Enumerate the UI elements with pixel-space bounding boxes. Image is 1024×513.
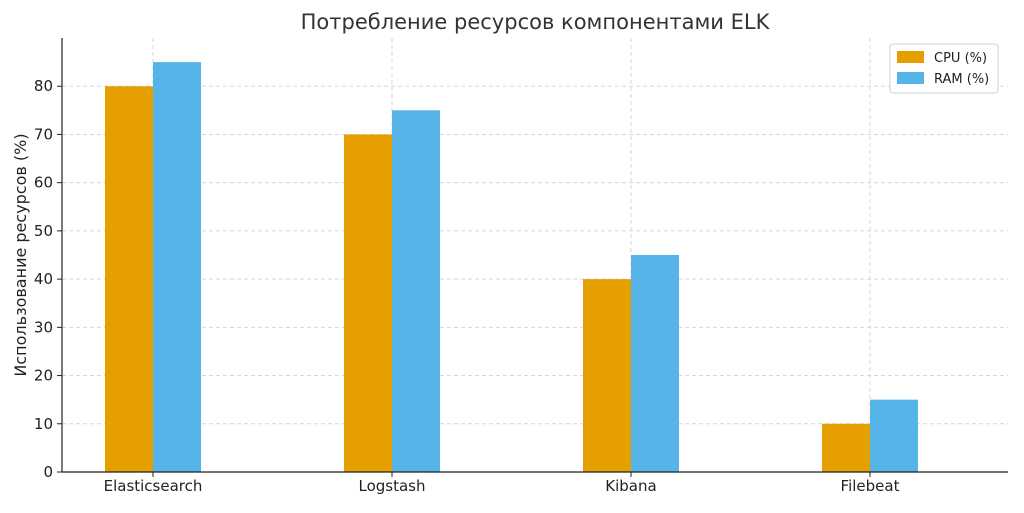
x-tick-label: Filebeat — [841, 477, 900, 495]
bar-cpu-elasticsearch — [105, 86, 153, 472]
bars — [105, 62, 918, 472]
x-ticks: Elasticsearch Logstash Kibana Filebeat — [104, 472, 900, 495]
chart-title: Потребление ресурсов компонентами ELK — [301, 10, 771, 34]
y-tick-label: 60 — [34, 174, 53, 192]
legend: CPU (%) RAM (%) — [889, 43, 999, 94]
y-tick-label: 70 — [34, 125, 53, 143]
y-axis-label: Использование ресурсов (%) — [11, 133, 30, 376]
bar-cpu-filebeat — [822, 423, 870, 472]
x-tick-label: Kibana — [605, 477, 656, 495]
y-tick-label: 20 — [34, 367, 53, 385]
y-tick-label: 30 — [34, 318, 53, 336]
axes — [61, 38, 1008, 473]
y-tick-label: 0 — [43, 463, 53, 481]
bar-cpu-logstash — [344, 134, 392, 472]
y-tick-label: 50 — [34, 222, 53, 240]
bar-ram-elasticsearch — [153, 62, 201, 472]
grid — [62, 38, 1008, 472]
legend-label-ram: RAM (%) — [934, 72, 989, 87]
legend-swatch-cpu — [897, 51, 924, 63]
x-tick-label: Elasticsearch — [104, 477, 203, 495]
bar-ram-logstash — [392, 110, 440, 472]
bar-ram-kibana — [631, 255, 679, 472]
bar-ram-filebeat — [870, 399, 918, 472]
y-tick-label: 80 — [34, 77, 53, 95]
y-tick-label: 40 — [34, 270, 53, 288]
legend-swatch-ram — [897, 72, 924, 84]
legend-label-cpu: CPU (%) — [934, 51, 987, 66]
bar-cpu-kibana — [583, 279, 631, 472]
y-tick-label: 10 — [34, 415, 53, 433]
x-tick-label: Logstash — [358, 477, 425, 495]
y-ticks: 0 10 20 30 40 50 60 70 80 — [34, 77, 62, 481]
